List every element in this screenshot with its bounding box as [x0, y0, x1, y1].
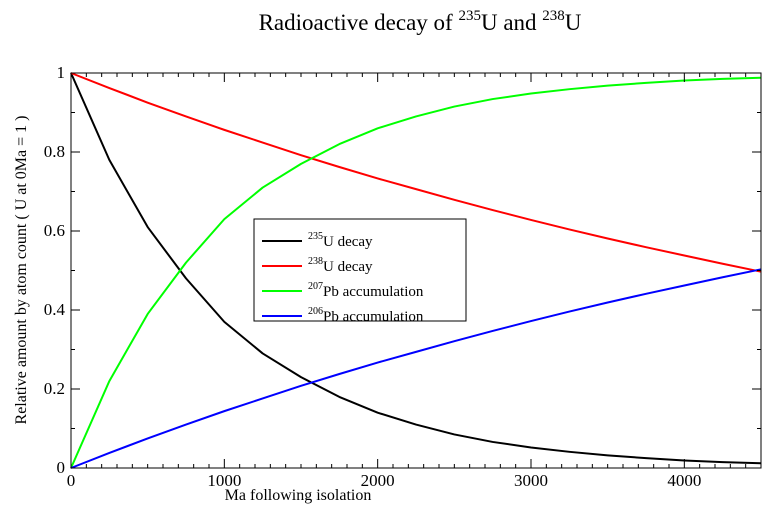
y-tick-label: 0.2 [44, 379, 65, 398]
y-tick-label: 0 [57, 458, 66, 477]
chart-title: Radioactive decay of 235U and 238U [259, 8, 582, 35]
y-tick-label: 0.4 [44, 300, 66, 319]
legend-label-mass: 206 [308, 306, 323, 317]
legend-label-207: 207Pb accumulation [308, 281, 424, 300]
x-tick-label: 2000 [361, 471, 395, 490]
legend-label-text: U decay [323, 234, 373, 250]
title-joiner: and [498, 10, 543, 35]
x-tick-label: 3000 [514, 471, 548, 490]
y-tick-label: 1 [57, 63, 66, 82]
legend-label-mass: 235 [308, 231, 323, 242]
title-iso2-symbol: U [565, 10, 582, 35]
series-line-238 [70, 72, 762, 273]
x-axis-title: Ma following isolation [225, 487, 372, 504]
plot-lines [70, 72, 762, 469]
legend-label-206: 206Pb accumulation [308, 306, 424, 325]
title-iso1-mass: 235 [458, 8, 481, 24]
legend-label-text: U decay [323, 259, 373, 275]
x-tick-label: 0 [67, 471, 76, 490]
title-iso1-symbol: U [481, 10, 498, 35]
series-line-207 [70, 76, 762, 469]
legend-label-235: 235U decay [308, 231, 373, 250]
title-prefix: Radioactive decay of [259, 10, 459, 35]
series-line-235 [70, 72, 762, 465]
x-tick-label: 1000 [207, 471, 241, 490]
series-line-206 [70, 268, 762, 469]
tick-labels: 0 1000 2000 3000 4000 0 0.2 0.4 0.6 0.8 1 [44, 63, 702, 490]
legend-label-mass: 207 [308, 281, 323, 292]
x-tick-label: 4000 [667, 471, 701, 490]
legend-label-mass: 238 [308, 256, 323, 267]
y-tick-label: 0.8 [44, 142, 65, 161]
y-axis-title: Relative amount by atom count ( U at 0Ma… [13, 116, 30, 425]
plot-frame [70, 72, 762, 469]
legend-box [253, 218, 467, 322]
legend-label-238: 238U decay [308, 256, 373, 275]
y-tick-label: 0.6 [44, 221, 65, 240]
title-iso2-mass: 238 [542, 8, 565, 24]
legend-label-text: Pb accumulation [323, 309, 424, 325]
legend-label-text: Pb accumulation [323, 284, 424, 300]
